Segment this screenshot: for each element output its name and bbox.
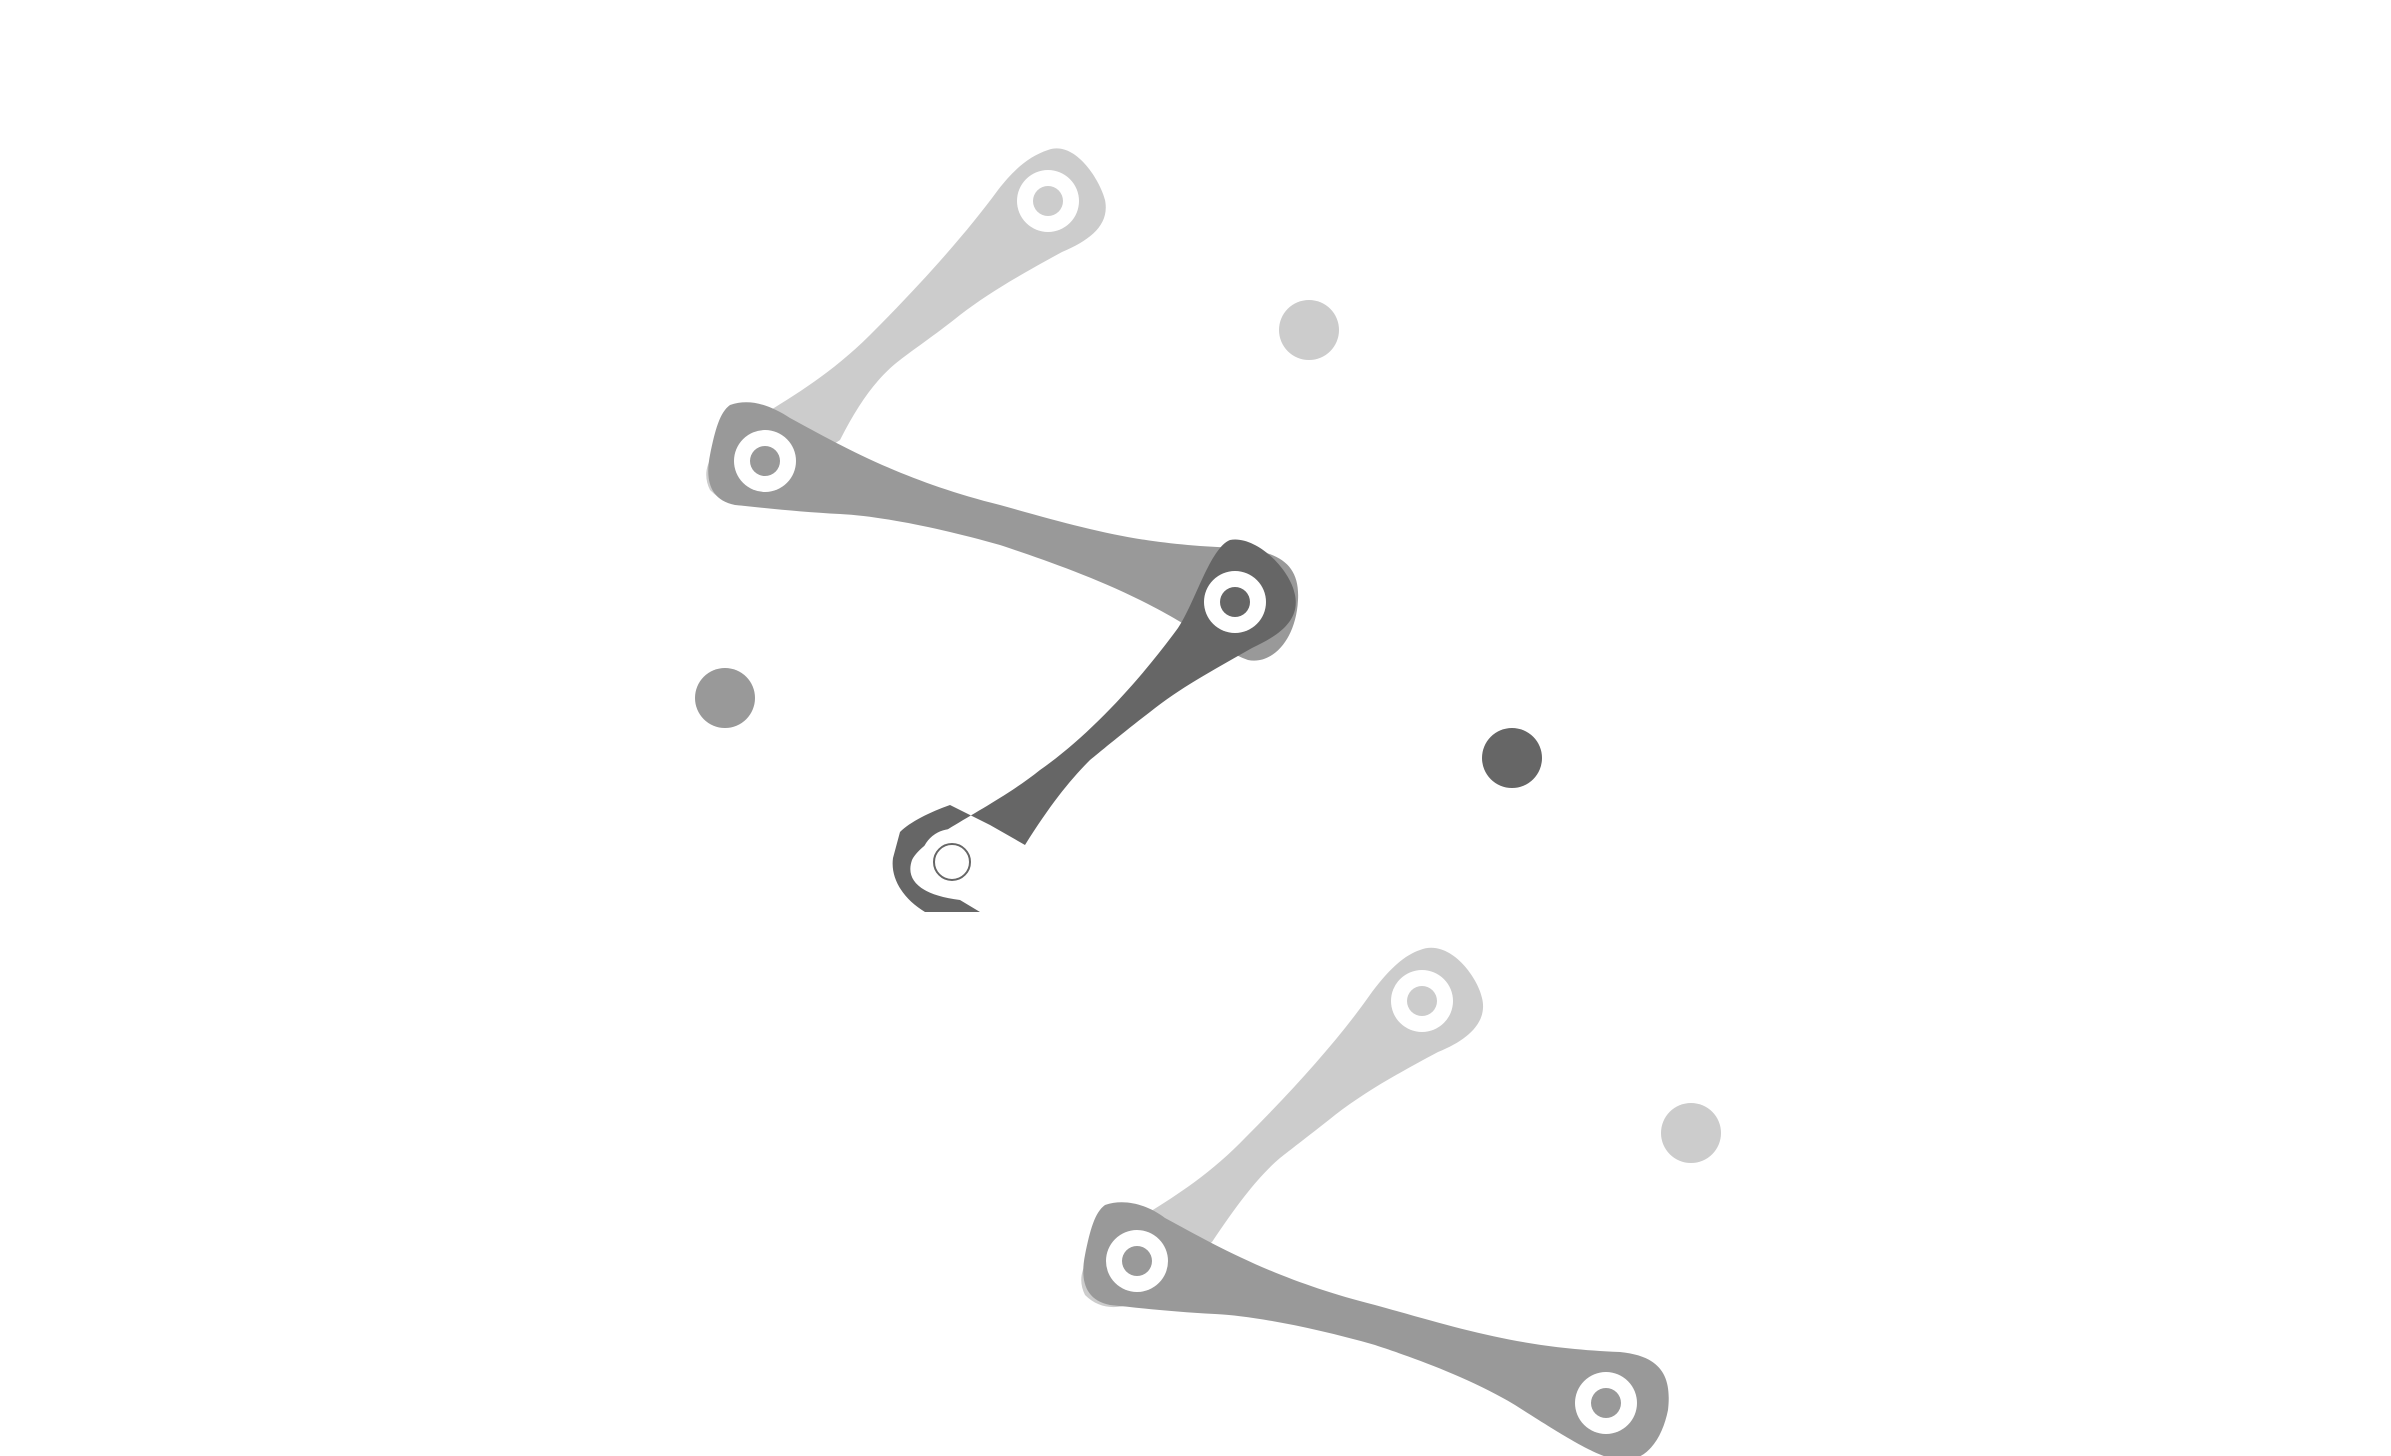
lower-light-link (1081, 947, 1484, 1308)
lower-mid-link-body (1083, 1202, 1669, 1456)
lower-mid-link-pivot-right-pin (1591, 1388, 1621, 1418)
upper-dark-link-body (892, 539, 1296, 912)
lower-light-link-body (1081, 947, 1484, 1308)
upper-light-link-pivot-top-pin (1033, 186, 1063, 216)
light-marker-lower (1661, 1103, 1721, 1163)
upper-dark-link-pivot-bottom-ring (933, 843, 971, 881)
upper-dark-link (892, 539, 1296, 912)
upper-mid-link-pivot-left-pin (750, 446, 780, 476)
upper-mid-link-body (708, 402, 1299, 661)
upper-dark-link-pivot-top-pin (1220, 587, 1250, 617)
upper-light-link (706, 148, 1106, 506)
dark-marker (1482, 728, 1542, 788)
lower-light-link-pivot-top-pin (1407, 986, 1437, 1016)
upper-light-link-body (706, 148, 1106, 506)
lower-mid-link-pivot-left-pin (1122, 1246, 1152, 1276)
light-marker-upper (1279, 300, 1339, 360)
lower-mid-link (1083, 1202, 1669, 1456)
upper-dark-link-pivot-bottom (921, 829, 983, 891)
upper-mid-link (708, 402, 1299, 661)
mid-marker (695, 668, 755, 728)
